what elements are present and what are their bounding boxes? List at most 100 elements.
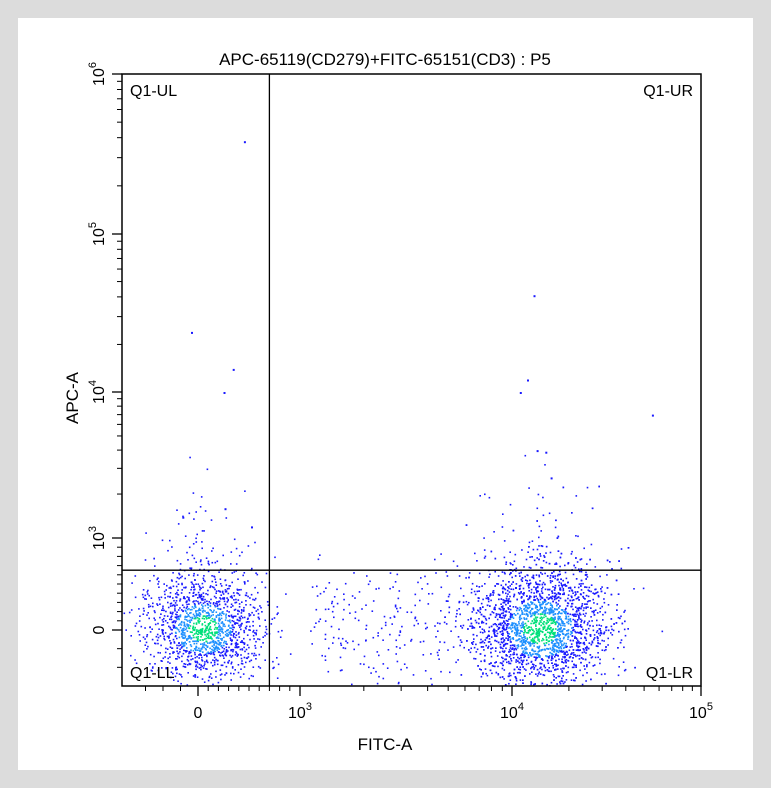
event-dot (542, 659, 544, 661)
event-dot (555, 652, 557, 655)
event-dot (609, 561, 611, 563)
event-dot (189, 621, 191, 624)
event-dot (600, 673, 603, 676)
event-dot (200, 654, 202, 656)
event-dot (587, 627, 590, 630)
event-dot (472, 608, 475, 610)
event-dot (235, 547, 238, 550)
event-dot (501, 676, 504, 678)
event-dot (581, 651, 584, 654)
event-dot (445, 623, 448, 625)
event-dot (564, 600, 567, 602)
event-dot (543, 554, 545, 557)
event-dot (168, 636, 170, 639)
event-dot (579, 669, 581, 672)
event-dot (561, 620, 563, 622)
event-dot (195, 616, 197, 619)
event-dot (601, 639, 603, 642)
event-dot (545, 629, 548, 631)
event-dot (519, 679, 522, 681)
event-dot (179, 576, 182, 579)
event-dot (530, 567, 532, 569)
event-dot (517, 644, 520, 646)
event-dot (238, 610, 240, 613)
event-dot (460, 587, 462, 590)
event-dot (550, 611, 553, 614)
event-dot (240, 625, 242, 627)
event-dot (195, 600, 197, 602)
event-dot (559, 646, 562, 648)
event-dot (533, 622, 536, 624)
event-dot (182, 515, 184, 518)
event-dot (580, 579, 583, 582)
outlier-event (224, 508, 227, 511)
event-dot (401, 625, 403, 628)
event-dot (510, 660, 513, 662)
event-dot (158, 580, 160, 583)
event-dot (181, 676, 183, 678)
x-tick-label: 104 (500, 701, 524, 722)
event-dot (496, 655, 499, 657)
outlier-event (651, 414, 654, 417)
event-dot (599, 658, 601, 661)
event-dot (210, 673, 212, 675)
outlier-event (545, 451, 548, 454)
event-dot (505, 628, 508, 631)
event-dot (188, 596, 190, 599)
event-dot (502, 637, 504, 639)
event-dot (255, 632, 257, 634)
event-dot (586, 664, 588, 666)
event-dot (563, 636, 565, 639)
event-dot (184, 618, 186, 621)
event-dot (226, 601, 229, 603)
event-dot (175, 620, 177, 622)
event-dot (586, 576, 589, 578)
event-dot (540, 619, 543, 621)
event-dot (162, 605, 164, 608)
event-dot (154, 565, 156, 567)
event-dot (495, 640, 498, 643)
event-dot (502, 634, 504, 636)
event-dot (513, 644, 516, 646)
event-dot (200, 496, 203, 498)
event-dot (184, 609, 187, 612)
event-dot (218, 620, 221, 622)
event-dot (583, 547, 585, 550)
event-dot (212, 659, 214, 661)
event-dot (533, 683, 535, 686)
event-dot (551, 598, 553, 600)
event-dot (576, 638, 578, 640)
event-dot (483, 537, 485, 539)
event-dot (244, 583, 246, 585)
event-dot (499, 615, 501, 617)
event-dot (612, 657, 615, 660)
event-dot (511, 613, 514, 616)
event-dot (456, 609, 458, 612)
event-dot (206, 600, 208, 603)
event-dot (530, 681, 533, 684)
event-dot (567, 597, 569, 600)
event-dot (234, 669, 236, 671)
event-dot (557, 642, 560, 644)
event-dot (561, 640, 564, 642)
event-dot (516, 626, 519, 629)
event-dot (250, 659, 253, 662)
event-dot (138, 608, 140, 610)
event-dot (529, 641, 531, 644)
event-dot (469, 625, 471, 627)
event-dot (477, 600, 480, 602)
event-dot (523, 599, 525, 602)
event-dot (220, 585, 223, 587)
event-dot (569, 613, 571, 616)
event-dot (610, 625, 613, 628)
event-dot (180, 609, 183, 611)
event-dot (539, 594, 541, 597)
event-dot (187, 672, 189, 674)
event-dot (221, 651, 224, 653)
event-dot (529, 604, 531, 606)
event-dot (213, 653, 216, 656)
event-dot (199, 560, 202, 563)
event-dot (543, 621, 545, 623)
event-dot (186, 600, 188, 602)
event-dot (180, 674, 182, 676)
